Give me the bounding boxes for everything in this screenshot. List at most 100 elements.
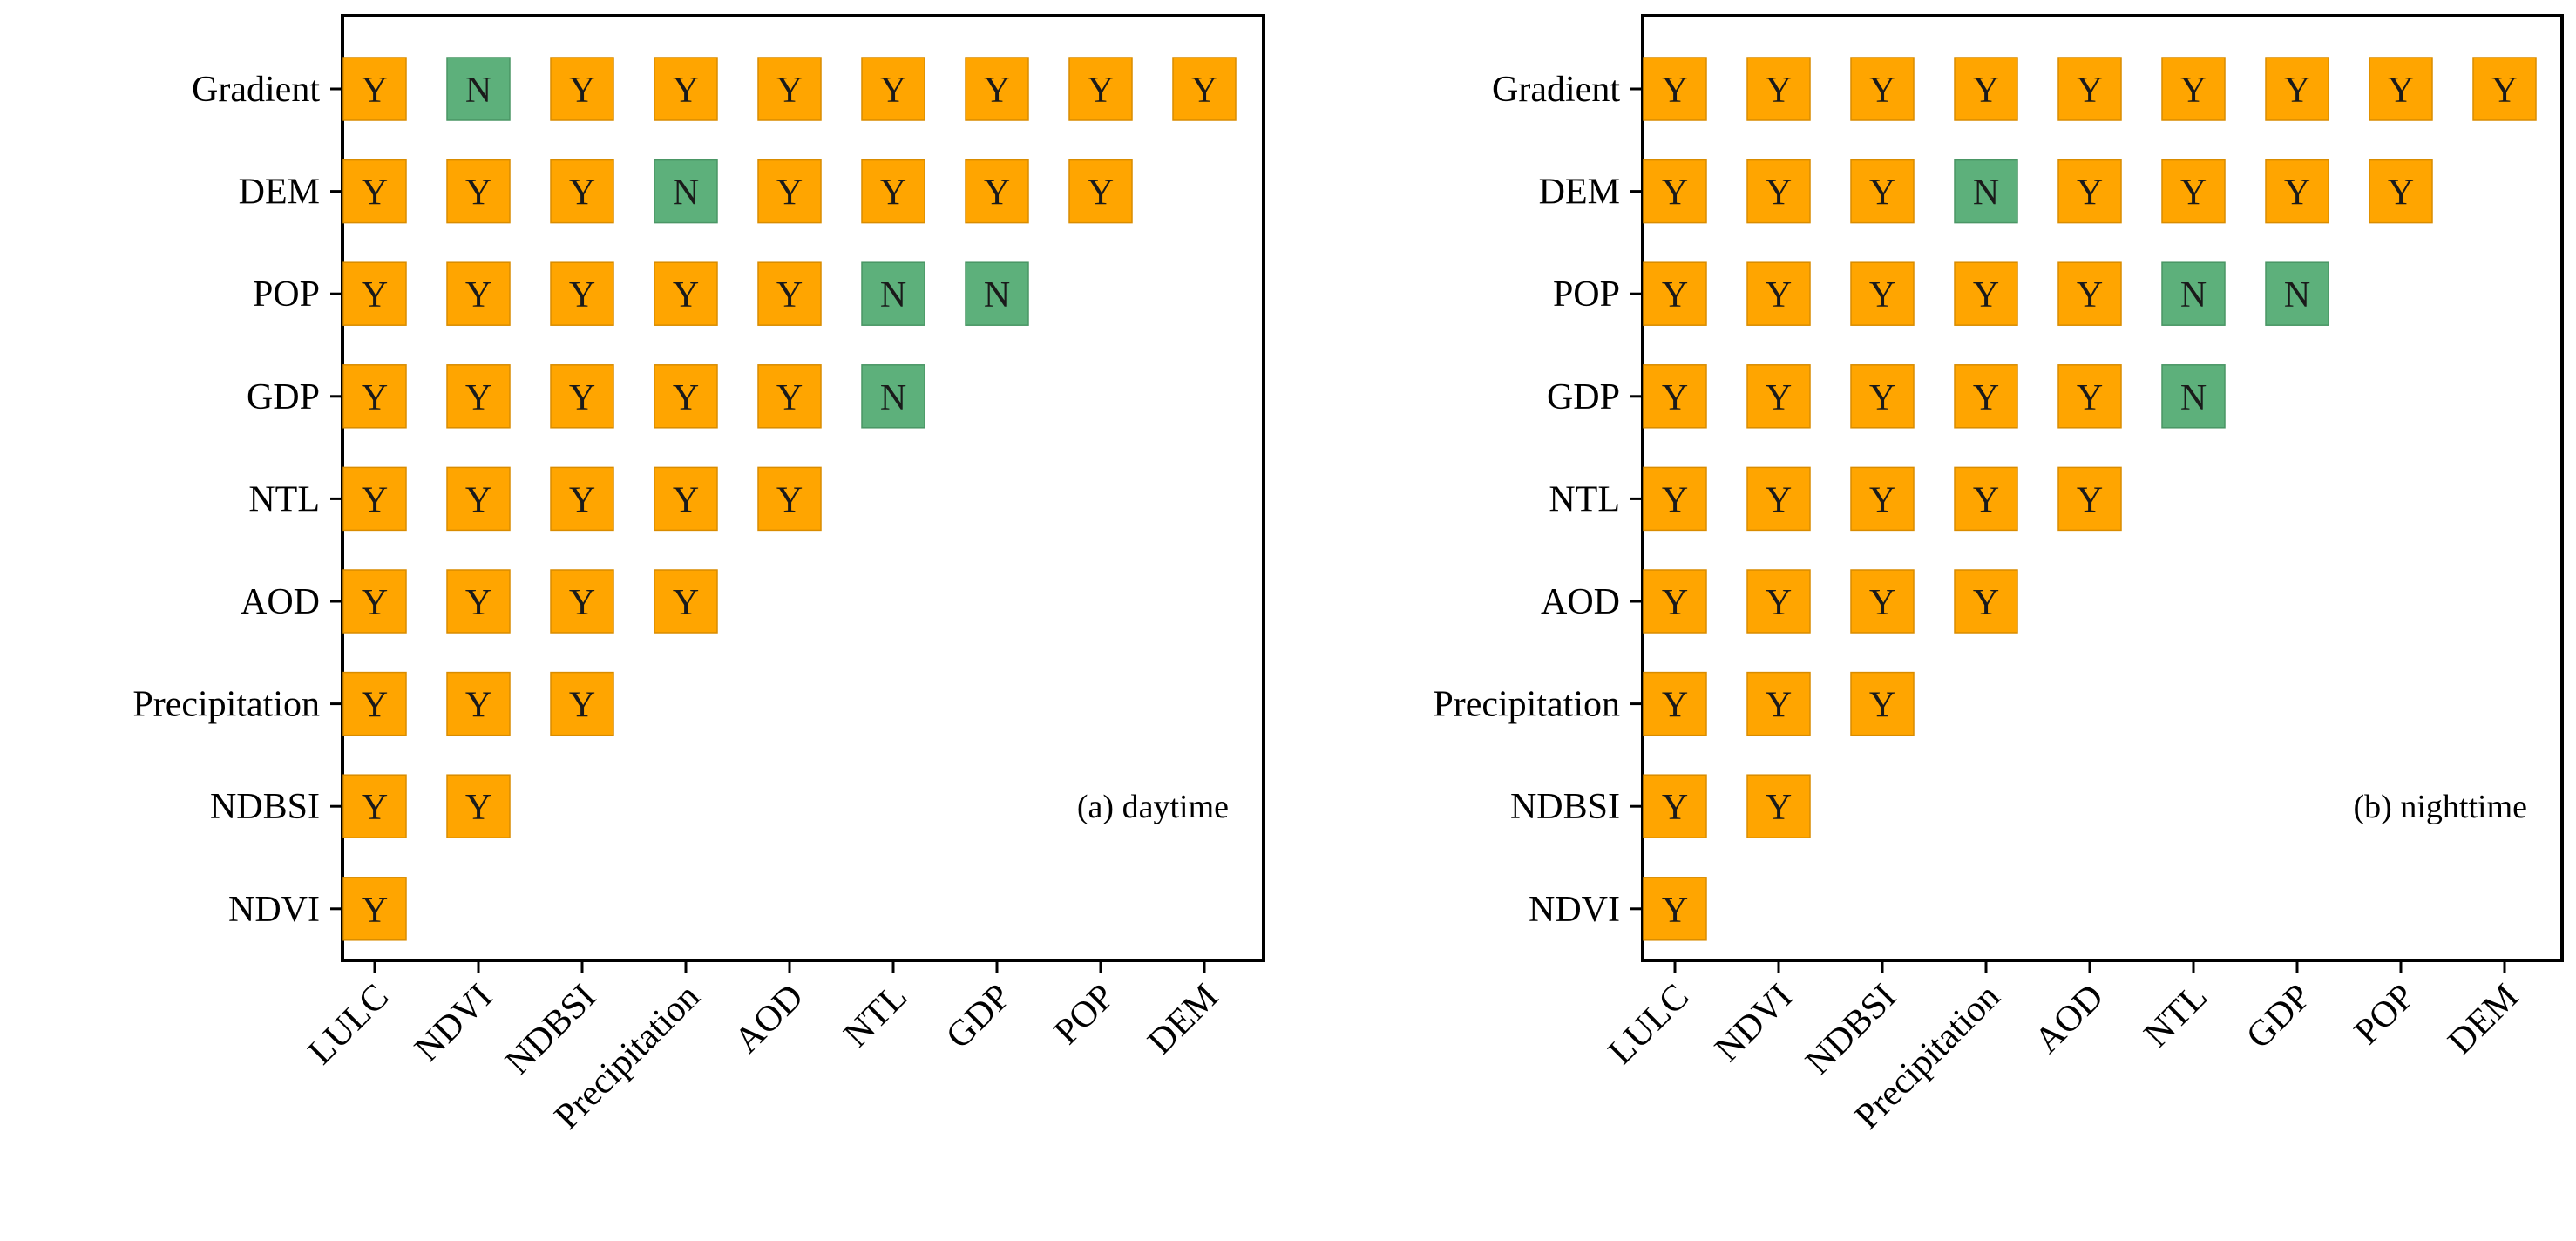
cell-yes [2265,159,2329,224]
cell-label: Y [1662,583,1688,623]
cell-label: Y [465,583,491,623]
x-tick-label: LULC [1601,977,1697,1073]
x-tick-label: AOD [727,977,811,1061]
cell-label: Y [1662,891,1688,931]
x-tick-label: POP [2347,977,2423,1053]
x-tick-label: NDVI [1707,977,1800,1070]
y-tick-label: AOD [241,582,320,622]
cell-yes [1746,569,1811,634]
cell-label: Y [776,71,803,111]
cell-label: Y [465,788,491,828]
cell-label: Y [465,480,491,520]
cell-label: Y [1766,275,1792,315]
cell-label: Y [1869,71,1895,111]
cell-no [861,261,925,326]
cell-no [965,261,1029,326]
cell-label: Y [2491,71,2518,111]
cell-label: Y [1662,686,1688,726]
cell-no [2161,261,2226,326]
cell-label: Y [1088,71,1114,111]
cell-label: Y [1662,480,1688,520]
panel-annotation: (b) nighttime [2354,789,2527,825]
cell-label: Y [1766,686,1792,726]
cell-label: Y [1766,788,1792,828]
cell-label: Y [362,788,388,828]
cell-label: Y [465,275,491,315]
cell-label: Y [1191,71,1217,111]
cell-label: Y [1088,173,1114,214]
cell-no [2265,261,2329,326]
cell-yes [2472,57,2537,121]
cell-no [446,57,511,121]
cell-yes [1643,466,1707,532]
y-tick-label: POP [1553,275,1620,315]
y-tick-label: GDP [247,377,320,417]
cell-yes [1850,569,1915,634]
plot-frame [1641,14,2564,962]
cell-label: Y [465,686,491,726]
x-tick-label: NTL [837,977,915,1055]
plot-frame [341,14,1265,962]
cell-label: Y [2180,71,2207,111]
cell-label: Y [362,480,388,520]
cell-label: Y [776,173,803,214]
y-tick-label: Precipitation [132,685,320,725]
cell-no [2161,364,2226,429]
cell-yes [342,159,407,224]
cell-label: Y [1662,71,1688,111]
cell-yes [2057,57,2122,121]
cell-yes [1746,57,1811,121]
x-tick-label: NDVI [407,977,500,1070]
cell-label: Y [1869,173,1895,214]
cell-yes [446,774,511,838]
panel-annotation: (a) daytime [1077,789,1229,825]
cell-yes [1643,261,1707,326]
cell-yes [1850,159,1915,224]
cell-yes [446,261,511,326]
cell-label: Y [1766,71,1792,111]
cell-yes [1172,57,1237,121]
cell-label: Y [1766,378,1792,418]
cell-label: Y [569,71,595,111]
cell-yes [1954,57,2018,121]
cell-yes [342,569,407,634]
cell-label: Y [673,71,699,111]
y-tick-label: NDVI [228,890,320,930]
cell-yes [550,364,614,429]
cell-label: Y [673,378,699,418]
cell-yes [1850,57,1915,121]
cell-label: Y [1662,788,1688,828]
cell-yes [1643,57,1707,121]
cell-label: N [2180,378,2207,418]
cell-label: Y [362,583,388,623]
cell-yes [1746,774,1811,838]
cell-label: Y [1869,378,1895,418]
cell-yes [2057,261,2122,326]
cell-label: N [880,378,906,418]
x-tick-label: AOD [2027,977,2112,1061]
cell-label: Y [880,71,906,111]
cell-label: N [1973,173,1999,214]
cell-yes [342,877,407,941]
cell-label: N [880,275,906,315]
cell-yes [550,671,614,736]
cell-label: N [984,275,1010,315]
cell-label: Y [362,378,388,418]
cell-yes [861,159,925,224]
cell-label: N [673,173,699,214]
cell-label: Y [1973,480,1999,520]
cell-label: Y [984,173,1010,214]
cell-yes [1643,671,1707,736]
cell-yes [1643,774,1707,838]
x-tick-label: GDP [2239,977,2319,1057]
cell-yes [2265,57,2329,121]
y-tick-label: GDP [1547,377,1620,417]
cell-label: Y [569,378,595,418]
cell-label: Y [1662,275,1688,315]
cell-label: Y [362,275,388,315]
panel-nighttime: GradientDEMPOPGDPNTLAODPrecipitationNDBS… [1433,14,2564,1137]
x-tick-label: LULC [301,977,397,1073]
y-tick-label: NTL [1549,479,1620,519]
cell-label: Y [2388,173,2414,214]
